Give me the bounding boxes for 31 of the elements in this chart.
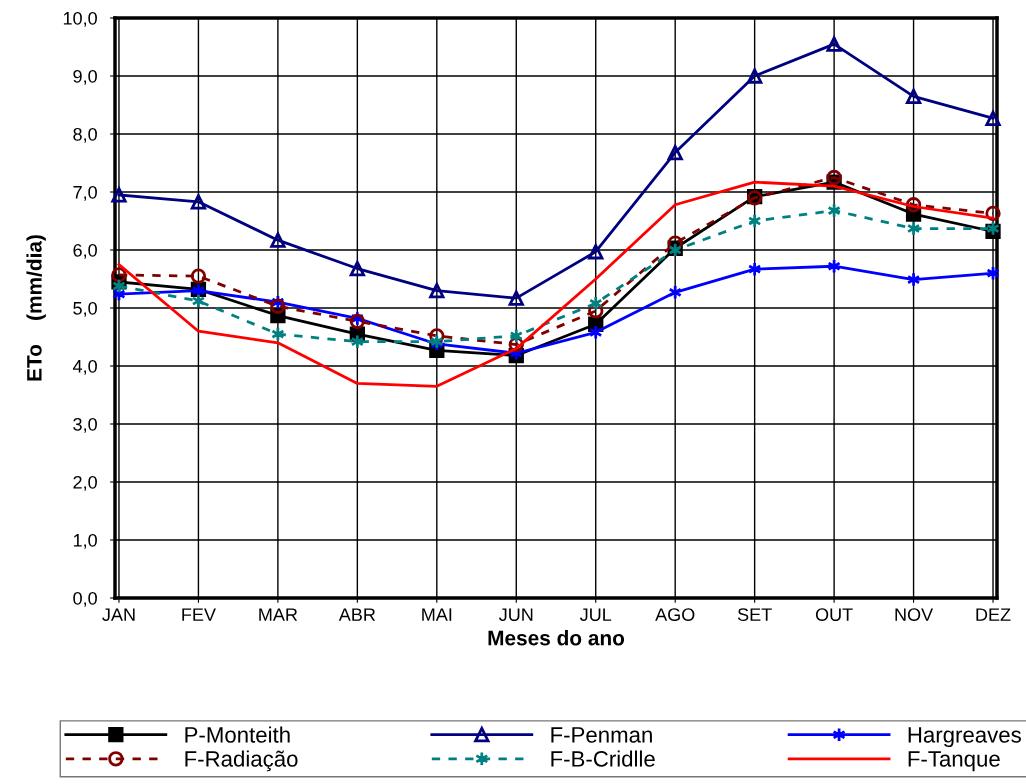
y-axis-title: ETo (mm/dia) [26,235,46,381]
x-axis-title: Meses do ano [488,630,625,646]
x-tick-label: ABR [338,608,376,621]
y-tick-label: 7,0 [73,185,97,201]
y-tick-label: 3,0 [73,417,97,433]
legend-label: F-Radiação [185,750,298,772]
x-tick-label: FEV [182,608,216,621]
y-tick-label: 8,0 [73,127,97,143]
y-tick-label: 10,0 [63,11,97,27]
x-tick-label: MAI [422,608,452,621]
legend-label: F-B-Cridlle [551,750,655,767]
x-tick-label: JAN [102,608,135,621]
y-tick-label: 5,0 [73,301,97,317]
x-tick-label: MAR [259,608,298,621]
x-tick-label: JUL [579,608,612,621]
x-tick-label: AGO [655,608,695,621]
legend-label: F-Tanque [908,751,1000,772]
x-tick-label: DEZ [976,608,1011,621]
y-tick-label: 9,0 [73,69,97,85]
y-tick-label: 1,0 [73,533,97,549]
legend-label: Hargreaves [908,727,1021,748]
y-tick-label: 6,0 [73,243,97,259]
x-tick-label: NOV [895,608,934,621]
legend-label: F-Penman [551,727,652,743]
x-tick-label: OUT [815,608,853,621]
y-tick-label: 2,0 [73,475,97,491]
x-tick-label: SET [737,608,772,621]
x-tick-label: JUN [499,608,533,621]
legend-label: P-Monteith [185,726,290,743]
y-tick-label: 0,0 [73,591,97,607]
y-tick-label: 4,0 [72,359,97,375]
